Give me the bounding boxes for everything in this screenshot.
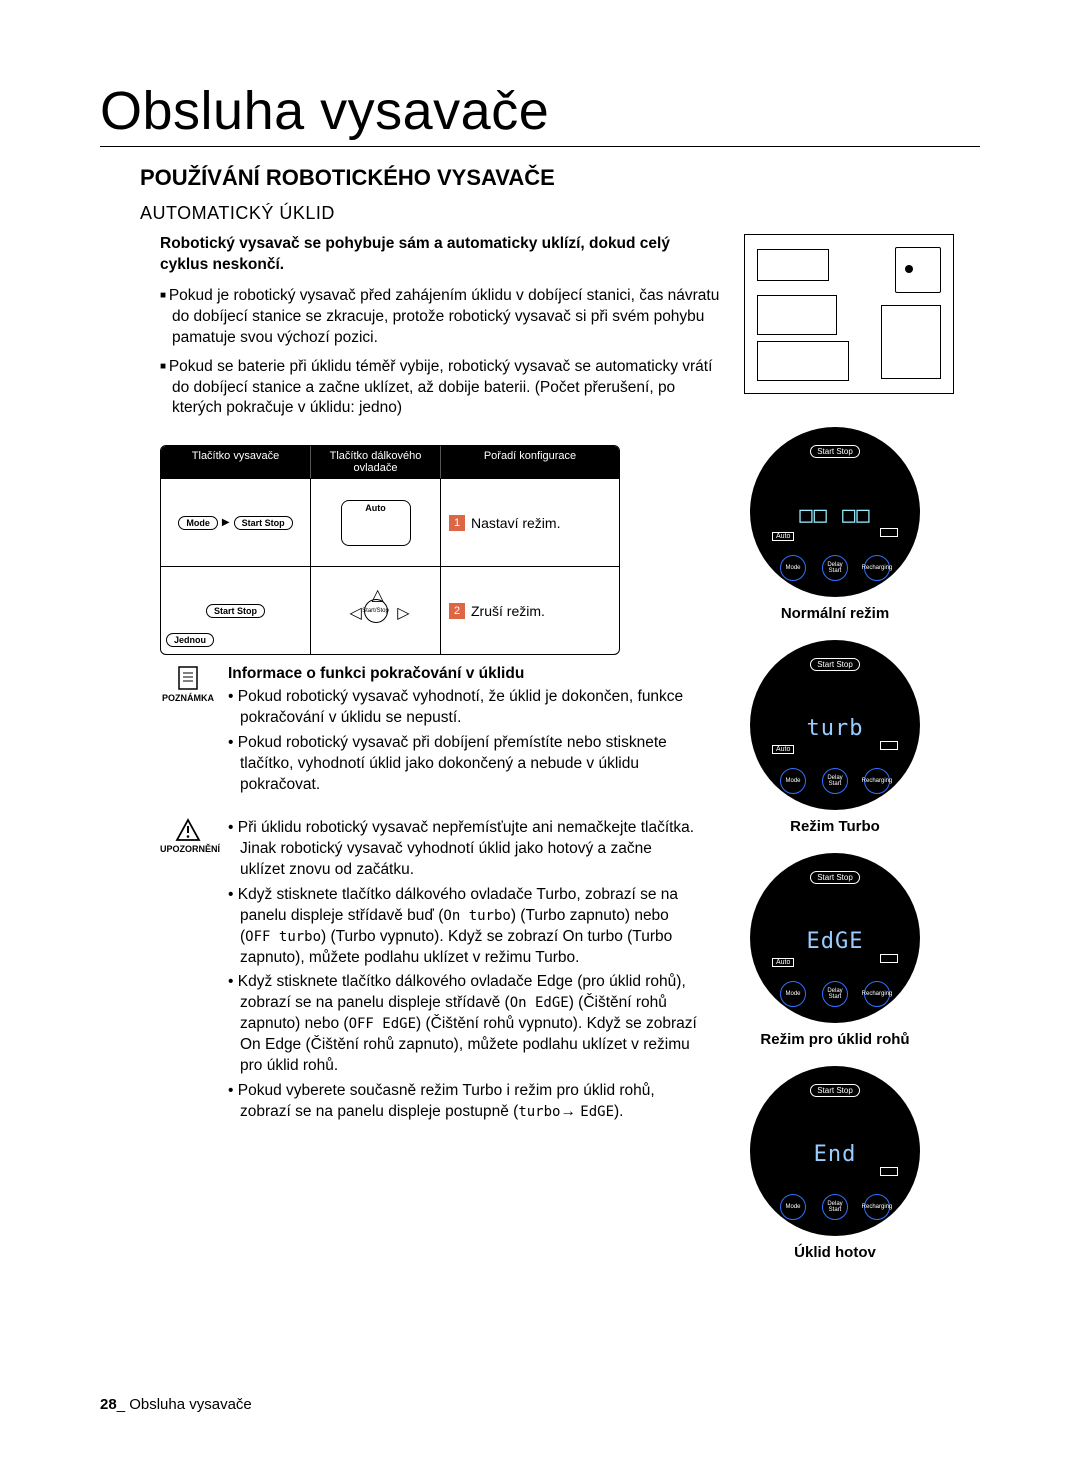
- once-button-icon: Jednou: [166, 633, 214, 647]
- panel-display-4: End: [814, 1142, 857, 1167]
- warning-icon: UPOZORNĚNÍ: [160, 818, 216, 1127]
- panel-auto: Auto: [772, 532, 794, 541]
- intro-para-2: Pokud se baterie při úklidu téměř vybije…: [160, 357, 720, 420]
- mode-label-normal: Normální režim: [730, 605, 940, 622]
- cell-remote-btn-1: [311, 479, 441, 566]
- section-heading: POUŽÍVÁNÍ ROBOTICKÉHO VYSAVAČE: [140, 165, 980, 191]
- config-step-1: 1 Nastaví režim.: [441, 478, 619, 566]
- panel-btn-delay: Delay Start: [822, 555, 848, 581]
- panel-display-1: □□ □□: [799, 503, 870, 528]
- remote-auto-icon: [341, 500, 411, 546]
- cell-vacuum-btn-1: Mode ▶ Start Stop: [161, 479, 311, 566]
- th-vacuum-button: Tlačítko vysavače: [161, 446, 311, 478]
- mode-panel-end: Start Stop End Mode Delay Start Rechargi…: [750, 1066, 920, 1236]
- remote-dpad-icon: Start/Stop △ ◁ ▷: [336, 581, 416, 641]
- floorplan-figure: [744, 234, 954, 394]
- page-number: 28: [100, 1396, 117, 1413]
- page-title: Obsluha vysavače: [100, 80, 980, 147]
- mode-panel-turbo: Start Stop turb Auto Mode Delay Start Re…: [750, 640, 920, 810]
- battery-icon: [880, 528, 898, 537]
- step-text-1: Nastaví režim.: [471, 515, 560, 531]
- step-badge-2: 2: [449, 603, 465, 619]
- panel-btn-mode: Mode: [780, 555, 806, 581]
- warn-bullet-4: Pokud vyberete současně režim Turbo i re…: [228, 1081, 700, 1123]
- note-bullet-1: Pokud robotický vysavač vyhodnotí, že úk…: [228, 687, 700, 729]
- intro-para-1: Pokud je robotický vysavač před zahájení…: [160, 286, 720, 349]
- start-stop-button-icon: Start Stop: [234, 516, 293, 530]
- panel-display-3: EdGE: [807, 929, 864, 954]
- config-table-header: Tlačítko vysavače Tlačítko dálkového ovl…: [161, 446, 619, 478]
- warn-bullet-3: Když stisknete tlačítko dálkového ovlada…: [228, 972, 700, 1077]
- warn-bullet-2: Když stisknete tlačítko dálkového ovlada…: [228, 885, 700, 969]
- config-step-2: 2 Zruší režim.: [441, 566, 619, 654]
- mode-panel-normal: Start Stop □□ □□ Auto Mode Delay Start R…: [750, 427, 920, 597]
- mode-label-edge: Režim pro úklid rohů: [730, 1031, 940, 1048]
- note-icon: POZNÁMKA: [160, 665, 216, 800]
- warn-bullet-1: Při úklidu robotický vysavač nepřemísťuj…: [228, 818, 700, 881]
- note-heading: Informace o funkci pokračování v úklidu: [228, 665, 700, 683]
- start-stop-button-icon-2: Start Stop: [206, 604, 265, 618]
- th-config-order: Pořadí konfigurace: [441, 446, 619, 478]
- intro-bold: Robotický vysavač se pohybuje sám a auto…: [160, 234, 720, 276]
- note-bullet-2: Pokud robotický vysavač při dobíjení pře…: [228, 733, 700, 796]
- step-badge-1: 1: [449, 515, 465, 531]
- panel-start-stop: Start Stop: [810, 445, 860, 458]
- page-footer: 28_ Obsluha vysavače: [100, 1396, 252, 1413]
- mode-label-turbo: Režim Turbo: [730, 818, 940, 835]
- footer-text: Obsluha vysavače: [129, 1396, 252, 1413]
- panel-display-2: turb: [807, 716, 864, 741]
- mode-label-done: Úklid hotov: [730, 1244, 940, 1261]
- cell-remote-btn-2: Start/Stop △ ◁ ▷: [311, 567, 441, 654]
- config-table: Tlačítko vysavače Tlačítko dálkového ovl…: [160, 445, 620, 655]
- subsection-heading: AUTOMATICKÝ ÚKLID: [140, 203, 980, 224]
- mode-panel-edge: Start Stop EdGE Auto Mode Delay Start Re…: [750, 853, 920, 1023]
- mode-button-icon: Mode: [178, 516, 218, 530]
- panel-btn-recharge: Recharging: [864, 555, 890, 581]
- th-remote-button: Tlačítko dálkového ovladače: [311, 446, 441, 478]
- step-text-2: Zruší režim.: [471, 603, 545, 619]
